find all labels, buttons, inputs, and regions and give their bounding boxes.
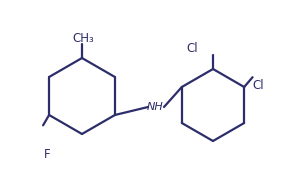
Text: Cl: Cl xyxy=(186,42,198,55)
Text: F: F xyxy=(44,148,50,161)
Text: NH: NH xyxy=(147,102,163,112)
Text: CH₃: CH₃ xyxy=(72,32,94,45)
Text: Cl: Cl xyxy=(252,78,264,92)
